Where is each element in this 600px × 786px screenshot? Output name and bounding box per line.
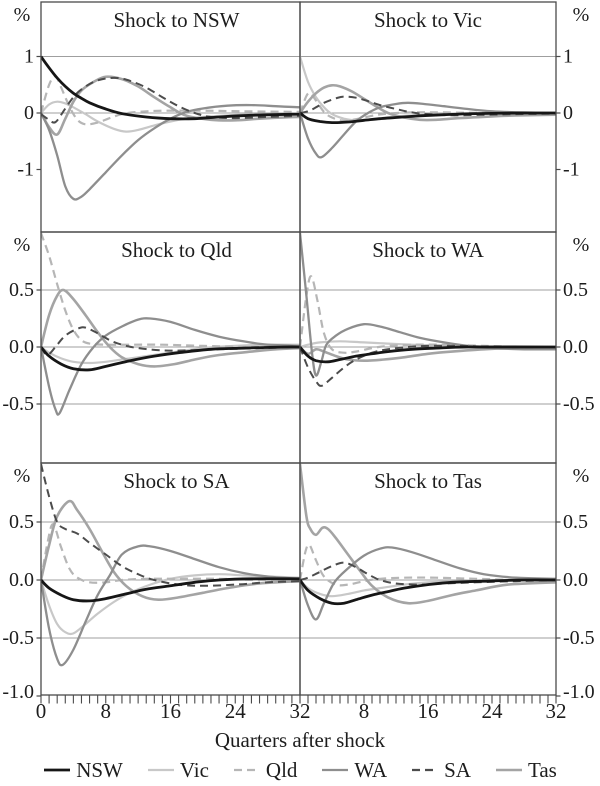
series-line-vic — [41, 573, 300, 636]
legend-item-sa: SA — [411, 758, 471, 783]
y-tick-label: -1 — [17, 159, 34, 181]
y-tick-label: -0.5 — [2, 627, 34, 649]
series-line-tas — [300, 83, 556, 122]
y-tick-label: 1 — [563, 46, 573, 68]
x-tick-label: 16 — [160, 699, 181, 723]
percent-label: % — [14, 234, 31, 256]
y-tick-label: 1 — [24, 46, 34, 68]
x-tick-label: 0 — [35, 699, 47, 723]
series-line-qld — [41, 523, 300, 584]
legend-line-swatch — [322, 768, 349, 772]
legend-label: WA — [354, 757, 388, 782]
y-tick-label: 0.5 — [563, 279, 588, 301]
y-tick-label: 0.5 — [9, 279, 34, 301]
legend-label: SA — [444, 757, 471, 782]
series-line-qld — [300, 91, 556, 123]
series-line-nsw — [41, 577, 300, 603]
panel-title: Shock to Vic — [374, 8, 482, 32]
series-line-wa — [41, 317, 300, 416]
series-line-vic — [300, 56, 556, 122]
legend-label: Vic — [179, 757, 209, 782]
series-line-nsw — [300, 578, 556, 606]
panel-title: Shock to NSW — [114, 8, 240, 32]
x-tick-label: 32 — [545, 699, 567, 723]
x-axis-tick-labels: 0 8 16 24 32 8 16 24 32 — [0, 699, 600, 723]
series-line-tas — [41, 499, 300, 602]
x-tick-label: 8 — [100, 699, 112, 723]
legend-item-vic: Vic — [147, 758, 209, 783]
x-tick-label: 16 — [417, 699, 439, 723]
series-line-tas — [300, 346, 556, 363]
y-tick-label: 0.0 — [563, 336, 588, 358]
x-tick-label: 24 — [481, 699, 503, 723]
series-line-nsw — [41, 55, 300, 121]
series-line-tas — [300, 463, 556, 605]
series-line-nsw — [300, 111, 556, 125]
series-line-sa — [300, 561, 556, 586]
legend-label: Tas — [527, 757, 557, 782]
y-tick-label: 0.0 — [563, 569, 588, 591]
y-tick-label: 0 — [563, 102, 573, 124]
panel-title: Shock to Tas — [374, 469, 482, 493]
percent-label: % — [573, 465, 590, 487]
legend-label: Qld — [265, 757, 298, 782]
percent-label: % — [14, 465, 31, 487]
series-line-nsw — [41, 345, 300, 372]
x-tick-label: 24 — [224, 699, 246, 723]
series-line-wa — [300, 546, 556, 621]
y-tick-label: -1.0 — [2, 681, 34, 703]
irf-chart-canvas: Shock to NSW 1 0 -1% Shock to Vic 1 0 -1% Shock … — [2, 1, 595, 704]
series-line-vic — [300, 578, 556, 598]
y-tick-label: 0.0 — [9, 569, 34, 591]
y-tick-label: -0.5 — [2, 393, 34, 415]
series-line-wa — [41, 544, 300, 667]
series-line-tas — [41, 288, 300, 368]
legend-item-tas: Tas — [495, 758, 557, 783]
series-line-wa — [300, 101, 556, 159]
y-tick-label: -1.0 — [563, 681, 595, 703]
legend-line-swatch — [495, 768, 522, 772]
legend-item-qld: Qld — [233, 757, 298, 783]
y-tick-label: -0.5 — [563, 393, 595, 415]
panel-title: Shock to SA — [123, 469, 230, 493]
x-tick-label: 32 — [289, 699, 311, 723]
panel-title: Shock to Qld — [121, 238, 232, 262]
percent-label: % — [573, 4, 590, 26]
y-tick-label: 0.5 — [563, 511, 588, 533]
x-axis-title: Quarters after shock — [214, 728, 386, 752]
percent-label: % — [573, 234, 590, 256]
series-line-nsw — [300, 345, 556, 364]
series-line-sa — [300, 344, 556, 387]
series-line-wa — [41, 103, 300, 201]
series-line-vic — [41, 343, 300, 365]
legend-line-swatch — [147, 768, 174, 772]
series-line-qld — [300, 543, 556, 587]
legend-item-wa: WA — [321, 758, 387, 783]
legend-item-nsw: NSW — [43, 758, 123, 783]
series-line-qld — [41, 232, 300, 349]
y-tick-label: 0.5 — [9, 511, 34, 533]
x-tick-label: 8 — [358, 699, 370, 723]
series-line-tas — [41, 75, 300, 136]
legend-line-swatch — [44, 768, 71, 772]
y-tick-label: 0 — [24, 102, 34, 124]
legend-line-swatch — [233, 768, 260, 772]
y-tick-label: -0.5 — [563, 627, 595, 649]
y-tick-label: -1 — [563, 159, 580, 181]
y-tick-label: 0.0 — [9, 336, 34, 358]
legend-line-swatch — [412, 768, 439, 772]
legend-label: NSW — [76, 757, 123, 782]
percent-label: % — [14, 4, 31, 26]
chart-legend: NSW Vic Qld WA SA Tas — [0, 756, 600, 784]
panel-title: Shock to WA — [372, 238, 484, 262]
